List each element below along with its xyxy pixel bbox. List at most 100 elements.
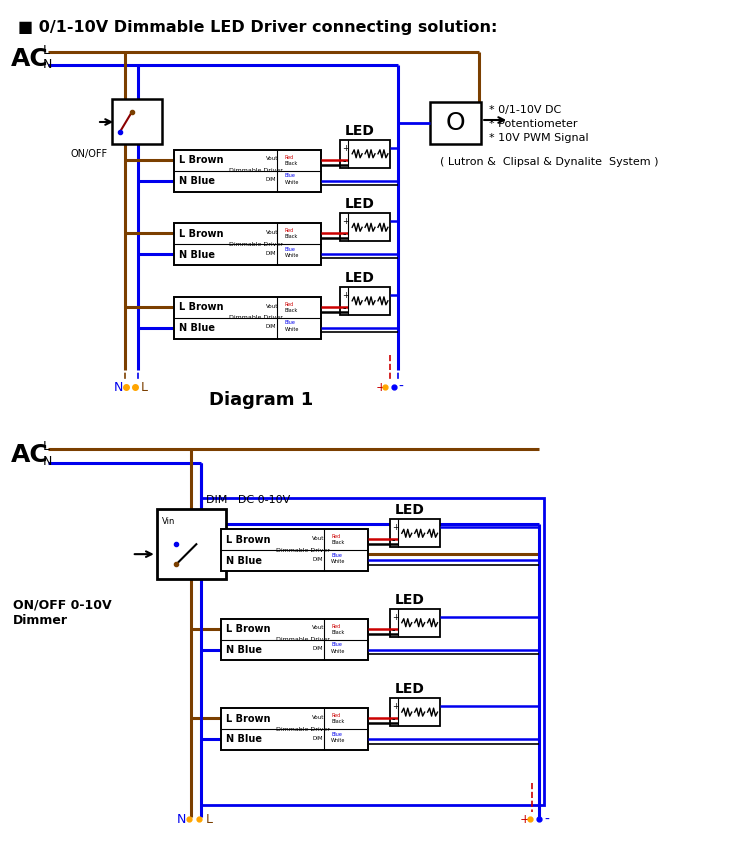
Text: -: -: [342, 230, 346, 239]
Bar: [221, 708, 368, 750]
Text: ON/OFF: ON/OFF: [70, 149, 107, 159]
Text: Red: Red: [285, 229, 294, 234]
Text: ON/OFF 0-10V: ON/OFF 0-10V: [13, 599, 111, 612]
Text: Vin: Vin: [161, 518, 175, 526]
Text: * Potentiometer: * Potentiometer: [489, 119, 578, 129]
Text: L Brown: L Brown: [179, 303, 224, 312]
Text: Blue: Blue: [285, 173, 296, 178]
Text: +: +: [376, 381, 386, 394]
Text: Blue: Blue: [332, 642, 342, 647]
Text: L Brown: L Brown: [179, 229, 224, 239]
Text: N Blue: N Blue: [226, 556, 262, 565]
Text: White: White: [285, 327, 299, 332]
Bar: [175, 297, 322, 338]
Text: Black: Black: [285, 308, 298, 313]
Text: O: O: [446, 111, 465, 135]
Text: Vout: Vout: [266, 230, 278, 235]
Bar: [390, 519, 439, 547]
Text: L: L: [43, 44, 50, 57]
Bar: [390, 609, 439, 637]
Text: L Brown: L Brown: [226, 624, 271, 634]
Text: LED: LED: [345, 197, 375, 212]
Text: Vout: Vout: [266, 303, 278, 309]
Text: LED: LED: [345, 124, 375, 138]
Text: +: +: [520, 813, 530, 826]
Text: Red: Red: [285, 155, 294, 160]
Text: Black: Black: [285, 161, 298, 166]
Text: AC: AC: [10, 443, 49, 467]
Text: Blue: Blue: [285, 246, 296, 252]
Text: -: -: [544, 813, 550, 826]
Text: +: +: [342, 291, 349, 300]
Text: White: White: [285, 253, 299, 258]
Text: DIM: DIM: [312, 646, 322, 651]
Text: LED: LED: [345, 271, 375, 285]
Bar: [175, 224, 322, 265]
Text: DIM: DIM: [312, 557, 322, 562]
Text: N: N: [43, 456, 52, 468]
Bar: [430, 102, 482, 144]
Text: N Blue: N Blue: [179, 176, 215, 186]
Text: LED: LED: [394, 592, 424, 607]
Bar: [175, 150, 322, 191]
Text: Dimmable Driver: Dimmable Driver: [229, 315, 283, 320]
Text: N Blue: N Blue: [179, 250, 215, 259]
Text: Dimmer: Dimmer: [13, 614, 68, 626]
Text: Black: Black: [332, 630, 344, 635]
Text: -: -: [392, 536, 395, 545]
Text: Dimmable Driver: Dimmable Driver: [275, 638, 329, 642]
Text: L: L: [43, 440, 50, 453]
Text: L: L: [206, 813, 212, 826]
Text: DIM: DIM: [312, 736, 322, 740]
Text: -: -: [342, 303, 346, 313]
Text: White: White: [332, 738, 346, 743]
Text: Diagram 1: Diagram 1: [209, 391, 313, 409]
Text: N Blue: N Blue: [226, 645, 262, 655]
Text: Red: Red: [285, 302, 294, 307]
Text: Black: Black: [285, 235, 298, 239]
Bar: [157, 509, 226, 579]
Bar: [112, 99, 161, 144]
Bar: [340, 140, 390, 167]
Text: Vout: Vout: [312, 626, 325, 631]
Text: DIM   DC 0-10V: DIM DC 0-10V: [206, 495, 290, 505]
Text: N Blue: N Blue: [226, 734, 262, 745]
Text: Red: Red: [332, 713, 340, 718]
Text: +: +: [392, 613, 399, 621]
Text: +: +: [392, 524, 399, 532]
Text: Dimmable Driver: Dimmable Driver: [229, 241, 283, 246]
Text: Black: Black: [332, 540, 344, 545]
Text: White: White: [285, 180, 299, 184]
Text: DIM: DIM: [266, 178, 276, 183]
Bar: [340, 213, 390, 241]
Text: -: -: [342, 156, 346, 166]
Text: DIM: DIM: [266, 251, 276, 256]
Text: N: N: [176, 813, 186, 826]
Text: Vout: Vout: [312, 715, 325, 720]
Text: LED: LED: [394, 683, 424, 696]
Text: Vout: Vout: [266, 156, 278, 162]
Text: Dimmable Driver: Dimmable Driver: [275, 547, 329, 552]
Text: Blue: Blue: [332, 552, 342, 558]
Text: White: White: [332, 559, 346, 564]
Text: L Brown: L Brown: [226, 535, 271, 545]
Text: Vout: Vout: [312, 536, 325, 541]
Text: Dimmable Driver: Dimmable Driver: [229, 168, 283, 173]
Text: Dimmable Driver: Dimmable Driver: [275, 727, 329, 732]
Bar: [221, 530, 368, 571]
Text: +: +: [392, 702, 399, 711]
Text: N: N: [43, 58, 52, 71]
Text: L Brown: L Brown: [226, 713, 271, 723]
Text: N Blue: N Blue: [179, 323, 215, 333]
Text: L Brown: L Brown: [179, 156, 224, 165]
Text: L: L: [141, 381, 148, 394]
Bar: [221, 619, 368, 660]
Text: Blue: Blue: [285, 320, 296, 326]
Text: DIM: DIM: [266, 325, 276, 330]
Bar: [340, 287, 390, 314]
Text: LED: LED: [394, 503, 424, 518]
Text: White: White: [332, 649, 346, 654]
Bar: [201, 497, 544, 806]
Text: -: -: [399, 380, 404, 394]
Text: +: +: [342, 218, 349, 226]
